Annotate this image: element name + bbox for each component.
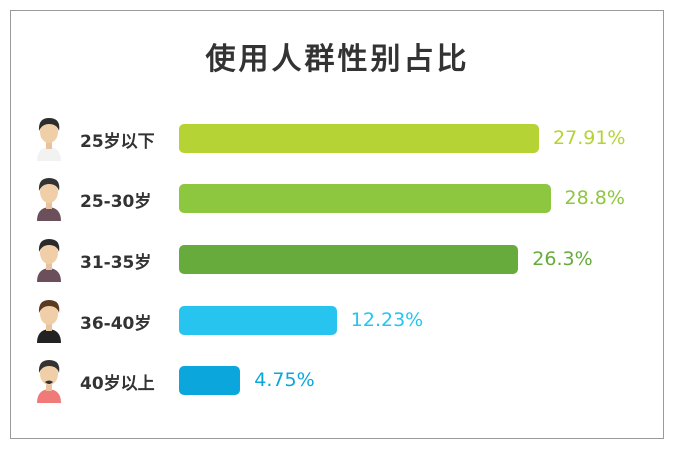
bar (179, 306, 337, 335)
category-label: 25岁以下 (80, 132, 155, 152)
bar (179, 366, 241, 395)
man-tanktop-avatar-icon (37, 239, 61, 282)
man-suit-avatar-icon (37, 300, 61, 343)
bar-row: 40岁以上 4.75% (0, 360, 675, 403)
category-label: 25-30岁 (80, 192, 152, 212)
value-label: 12.23% (350, 309, 424, 331)
value-label: 28.8% (564, 187, 625, 209)
value-label: 26.3% (532, 248, 593, 270)
category-label: 36-40岁 (80, 314, 152, 334)
chart-frame (10, 10, 664, 439)
bar (179, 245, 519, 274)
man-mustache-avatar-icon (37, 360, 61, 403)
value-label: 27.91% (553, 127, 626, 149)
young-man-avatar-icon (37, 118, 61, 161)
category-label: 40岁以上 (80, 374, 155, 394)
man-avatar-icon (37, 178, 61, 221)
bar (179, 184, 551, 213)
bar (179, 124, 540, 153)
bar-row: 25-30岁 28.8% (0, 178, 675, 221)
bar-row: 31-35岁 26.3% (0, 239, 675, 282)
category-label: 31-35岁 (80, 253, 152, 273)
bar-row: 36-40岁 12.23% (0, 300, 675, 343)
bar-row: 25岁以下 27.91% (0, 118, 675, 161)
chart-title: 使用人群性别占比 (205, 42, 470, 77)
value-label: 4.75% (254, 369, 315, 391)
